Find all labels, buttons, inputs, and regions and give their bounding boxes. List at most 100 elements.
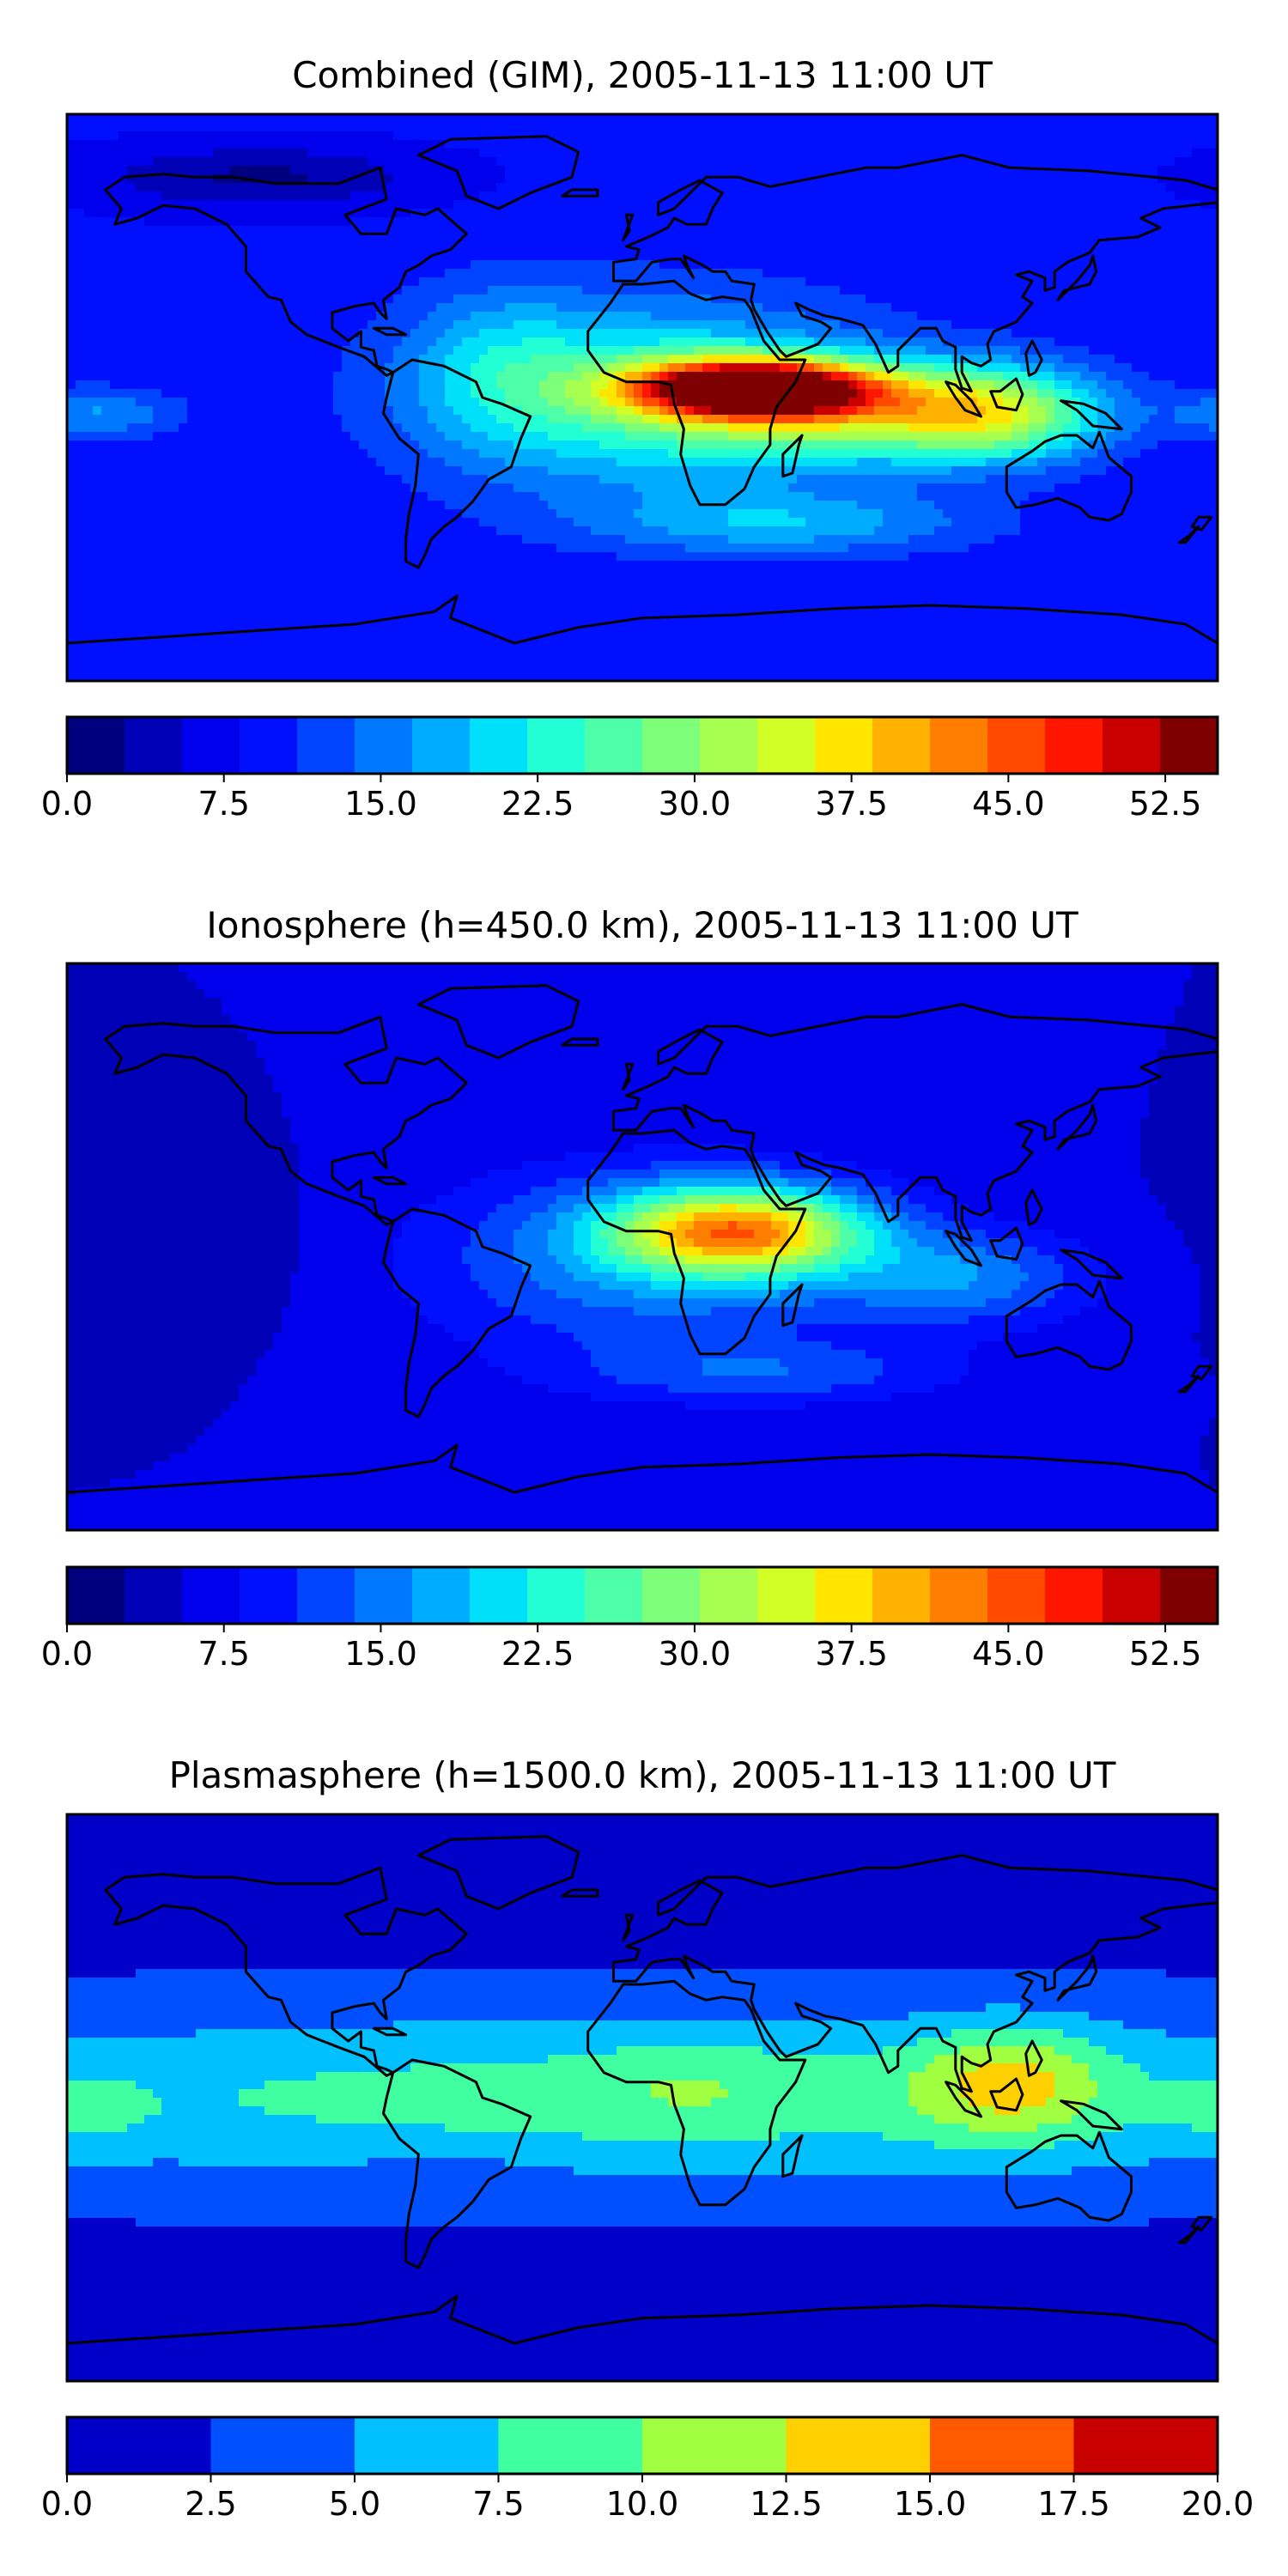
field-cell bbox=[1115, 260, 1124, 270]
field-cell bbox=[376, 329, 386, 338]
field-cell bbox=[702, 123, 712, 132]
field-cell bbox=[539, 140, 549, 149]
field-cell bbox=[848, 252, 858, 261]
field-cell bbox=[874, 166, 884, 175]
field-cell bbox=[179, 209, 188, 218]
field-cell bbox=[608, 140, 617, 149]
field-cell bbox=[436, 191, 446, 201]
field-cell bbox=[556, 389, 566, 398]
field-cell bbox=[471, 363, 480, 373]
field-cell bbox=[1183, 269, 1193, 278]
field-cell bbox=[1012, 329, 1021, 338]
field-cell bbox=[814, 372, 823, 381]
field-cell bbox=[908, 295, 918, 304]
field-cell bbox=[1054, 243, 1064, 252]
field-cell bbox=[951, 415, 961, 424]
field-cell bbox=[1106, 209, 1115, 218]
field-cell bbox=[608, 191, 617, 201]
field-cell bbox=[479, 329, 489, 338]
field-cell bbox=[599, 166, 609, 175]
field-cell bbox=[290, 415, 300, 424]
field-cell bbox=[1106, 329, 1115, 338]
field-cell bbox=[110, 337, 119, 347]
field-cell bbox=[247, 123, 257, 132]
field-cell bbox=[462, 209, 471, 218]
field-cell bbox=[299, 380, 308, 390]
field-cell bbox=[1149, 277, 1158, 287]
field-cell bbox=[488, 174, 497, 184]
field-cell bbox=[256, 174, 265, 184]
field-cell bbox=[170, 140, 179, 149]
field-cell bbox=[359, 252, 368, 261]
field-cell bbox=[161, 355, 171, 364]
field-cell bbox=[1046, 355, 1055, 364]
field-cell bbox=[694, 320, 703, 330]
field-cell bbox=[76, 355, 85, 364]
field-cell bbox=[900, 191, 909, 201]
field-cell bbox=[642, 415, 652, 424]
field-cell bbox=[728, 140, 738, 149]
field-cell bbox=[290, 123, 300, 132]
field-cell bbox=[402, 363, 411, 373]
field-cell bbox=[505, 423, 514, 433]
field-cell bbox=[737, 372, 746, 381]
field-cell bbox=[1175, 243, 1184, 252]
field-cell bbox=[728, 355, 738, 364]
field-cell bbox=[659, 380, 669, 390]
field-cell bbox=[1149, 312, 1158, 321]
field-cell bbox=[814, 191, 823, 201]
field-cell bbox=[436, 398, 446, 407]
field-cell bbox=[608, 380, 617, 390]
field-cell bbox=[891, 355, 901, 364]
field-cell bbox=[1037, 312, 1047, 321]
field-cell bbox=[1003, 295, 1012, 304]
field-cell bbox=[1123, 183, 1133, 192]
field-cell bbox=[840, 389, 849, 398]
field-cell bbox=[1166, 415, 1176, 424]
field-cell bbox=[617, 252, 626, 261]
field-cell bbox=[161, 226, 171, 235]
field-cell bbox=[994, 174, 1004, 184]
field-cell bbox=[1106, 149, 1115, 158]
field-cell bbox=[1140, 157, 1150, 167]
field-cell bbox=[994, 191, 1004, 201]
field-cell bbox=[488, 226, 497, 235]
field-cell bbox=[1192, 389, 1201, 398]
field-cell bbox=[1054, 226, 1064, 235]
field-cell bbox=[196, 398, 205, 407]
field-cell bbox=[333, 226, 343, 235]
field-cell bbox=[522, 329, 532, 338]
field-cell bbox=[376, 131, 386, 141]
field-cell bbox=[488, 140, 497, 149]
field-cell bbox=[977, 140, 987, 149]
field-cell bbox=[204, 174, 214, 184]
field-cell bbox=[625, 157, 635, 167]
field-cell bbox=[771, 123, 781, 132]
field-cell bbox=[625, 166, 635, 175]
field-cell bbox=[325, 166, 334, 175]
field-cell bbox=[84, 277, 94, 287]
field-cell bbox=[393, 423, 403, 433]
field-cell bbox=[316, 398, 325, 407]
field-cell bbox=[960, 191, 969, 201]
field-cell bbox=[1157, 277, 1167, 287]
field-cell bbox=[127, 363, 137, 373]
field-cell bbox=[196, 286, 205, 295]
field-cell bbox=[144, 320, 154, 330]
field-cell bbox=[84, 149, 94, 158]
field-cell bbox=[737, 140, 746, 149]
field-cell bbox=[548, 243, 557, 252]
field-cell bbox=[161, 243, 171, 252]
field-cell bbox=[720, 346, 729, 355]
field-cell bbox=[84, 200, 94, 210]
field-cell bbox=[101, 252, 111, 261]
field-cell bbox=[359, 191, 368, 201]
field-cell bbox=[290, 166, 300, 175]
field-cell bbox=[76, 432, 85, 441]
field-cell bbox=[110, 243, 119, 252]
field-cell bbox=[840, 183, 849, 192]
field-cell bbox=[814, 157, 823, 167]
field-cell bbox=[488, 423, 497, 433]
field-cell bbox=[943, 234, 952, 244]
field-cell bbox=[376, 183, 386, 192]
